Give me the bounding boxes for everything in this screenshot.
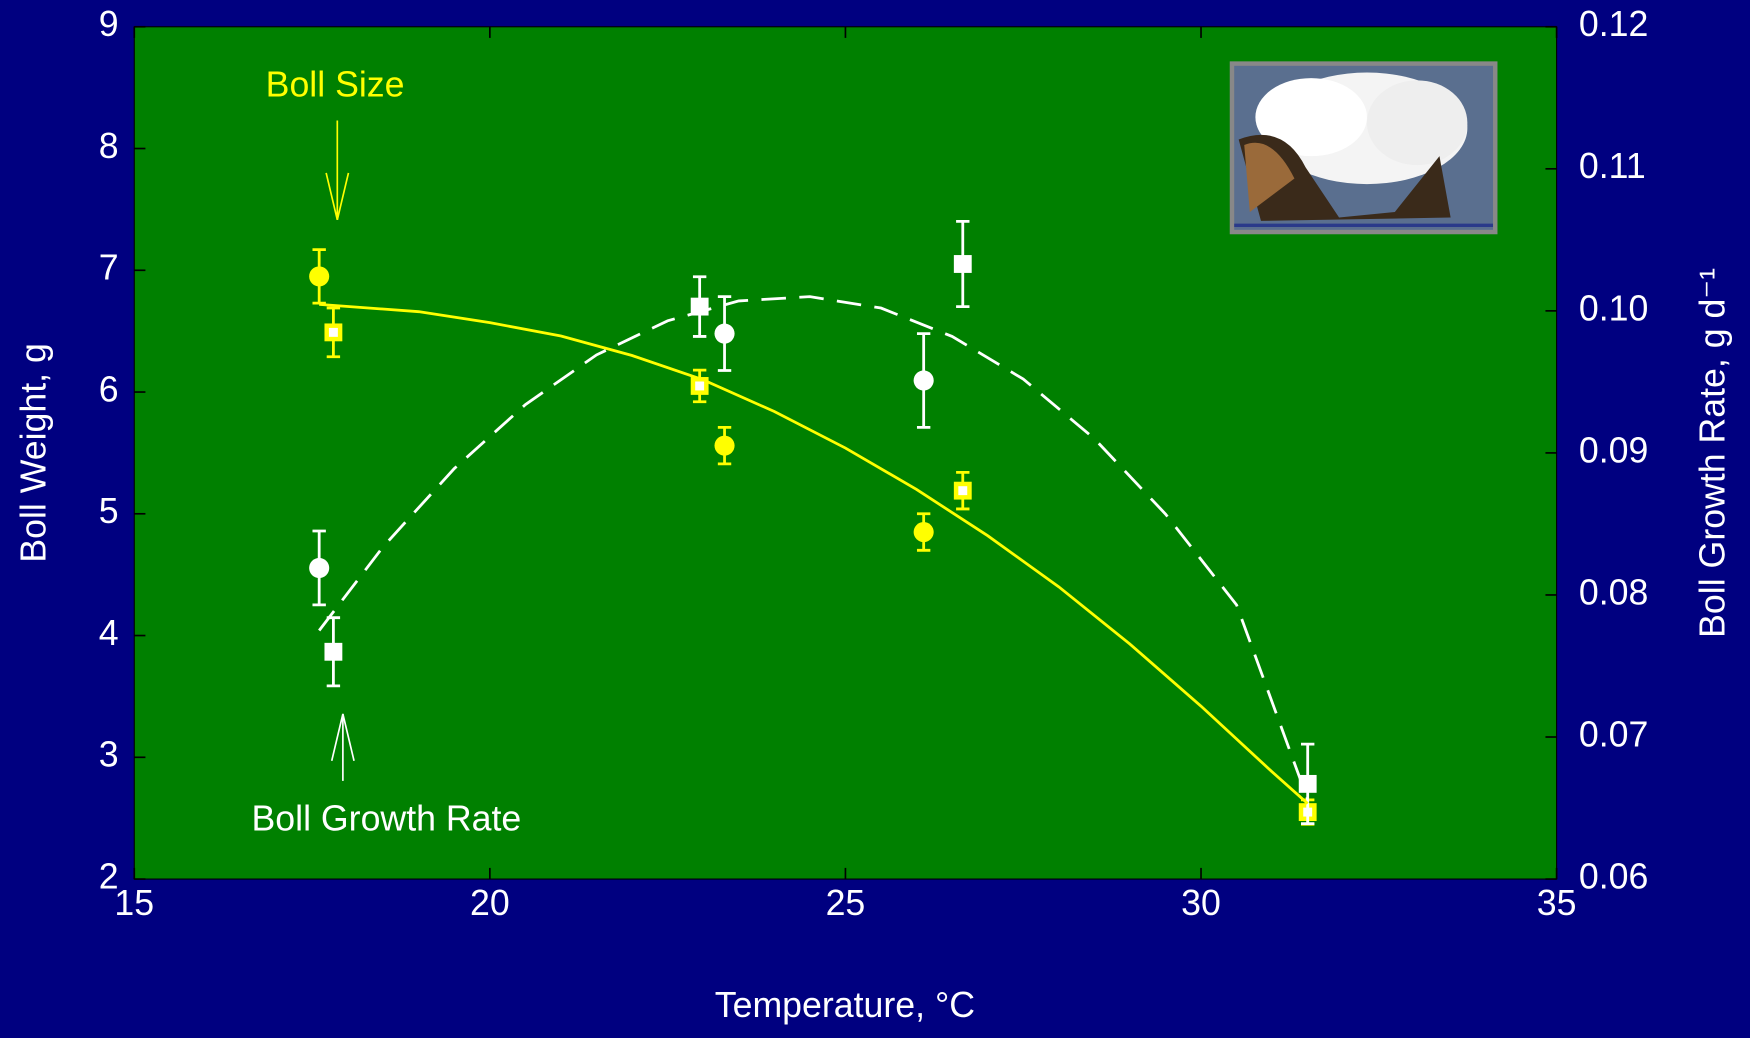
point (715, 324, 735, 344)
chart: Boll Size Boll Growth Rate Temperature, … (0, 0, 1750, 1033)
y-tick-label: 5 (99, 491, 119, 531)
annotation: Boll Size (266, 64, 405, 104)
x-tick-label: 15 (114, 883, 154, 923)
point-center (329, 328, 338, 337)
point (309, 558, 329, 578)
point (715, 436, 735, 456)
x-tick-label: 20 (470, 883, 510, 923)
point (914, 522, 934, 542)
y2-tick-label: 0.11 (1579, 146, 1646, 186)
x-tick-label: 25 (826, 883, 866, 923)
y-tick-label: 9 (99, 4, 119, 44)
y2-tick-label: 0.09 (1579, 430, 1648, 470)
point (954, 255, 972, 273)
y2-tick-label: 0.10 (1579, 288, 1648, 328)
x-axis-title: Temperature, °C (715, 985, 975, 1025)
y2-tick-label: 0.06 (1579, 856, 1648, 896)
y-tick-label: 2 (99, 856, 119, 896)
point (914, 370, 934, 390)
point-center (695, 381, 704, 390)
annotation: Boll Growth Rate (252, 798, 522, 838)
y-tick-label: 8 (99, 126, 119, 166)
y-tick-label: 6 (99, 369, 119, 409)
point (324, 643, 342, 661)
x-tick-label: 35 (1537, 883, 1577, 923)
y2-axis-title: Boll Growth Rate, g d⁻¹ (1692, 268, 1732, 638)
y-tick-label: 3 (99, 735, 119, 775)
y2-tick-label: 0.07 (1579, 714, 1648, 754)
y-axis-title: Boll Weight, g (14, 343, 54, 563)
point (309, 266, 329, 286)
point-center (958, 486, 967, 495)
x-tick-label: 30 (1181, 883, 1221, 923)
y-tick-label: 7 (99, 248, 119, 288)
page: {"chart_data": {"type": "scatter", "xlab… (0, 0, 1750, 1038)
cotton-photo (1232, 64, 1495, 232)
y2-tick-label: 0.12 (1579, 4, 1648, 44)
y2-tick-label: 0.08 (1579, 572, 1648, 612)
y-tick-label: 4 (99, 613, 119, 653)
